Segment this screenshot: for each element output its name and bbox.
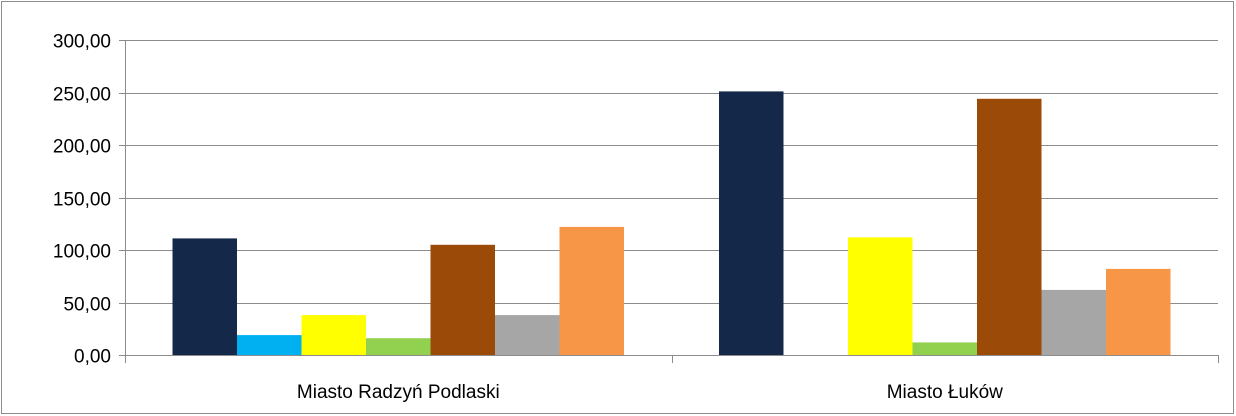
y-tick-label: 250,00 [53, 85, 111, 106]
bar [719, 91, 784, 356]
y-tick-label: 0,00 [74, 347, 111, 368]
bar [301, 315, 366, 355]
category-label: Miasto Łuków [887, 382, 1003, 403]
bar [237, 335, 302, 355]
labels: 0,00 50,00 100,00 150,00 200,00 250,00 300,00 M… [53, 32, 1003, 404]
bars [172, 91, 1171, 356]
bar [430, 244, 495, 356]
bar [1041, 289, 1106, 355]
y-tick-label: 50,00 [63, 295, 111, 316]
gridlines [125, 40, 1218, 304]
bar [172, 238, 237, 355]
bar [559, 226, 624, 355]
y-tick-label: 100,00 [53, 242, 111, 263]
y-tick-label: 300,00 [53, 32, 111, 53]
y-tick-label: 200,00 [53, 137, 111, 158]
bar [977, 98, 1042, 356]
y-tick-label: 150,00 [53, 190, 111, 211]
category-label: Miasto Radzyń Podlaski [297, 382, 500, 403]
bar [495, 315, 560, 355]
axes [119, 40, 1219, 363]
bar [848, 237, 913, 355]
bar [366, 338, 431, 355]
bar [912, 342, 977, 355]
bar [1106, 268, 1171, 355]
